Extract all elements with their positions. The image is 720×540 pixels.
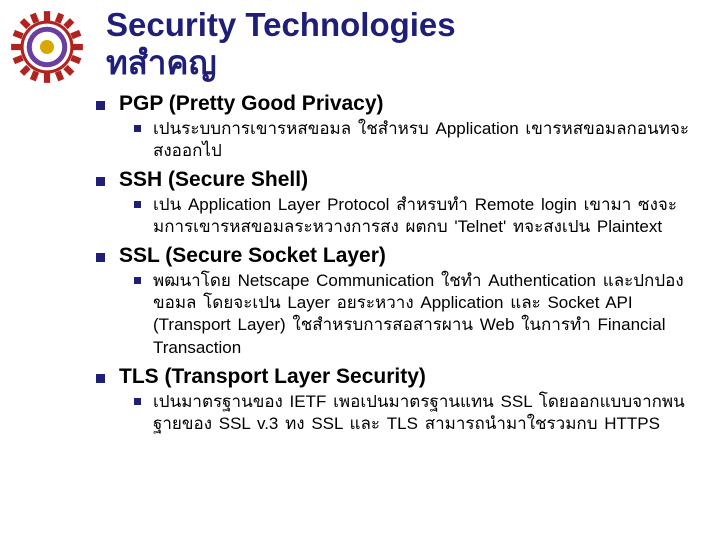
square-bullet-icon: [134, 201, 141, 208]
square-bullet-icon: [96, 101, 105, 110]
slide: Security Technologies ทสำคญ PGP (Pretty …: [0, 0, 720, 540]
item-heading: TLS (Transport Layer Security): [119, 365, 426, 389]
list-item: PGP (Pretty Good Privacy) เปนระบบการเขาร…: [96, 92, 702, 162]
item-heading: SSL (Secure Socket Layer): [119, 244, 386, 268]
list-item: TLS (Transport Layer Security) เปนมาตรฐา…: [96, 365, 702, 435]
item-detail: เปนมาตรฐานของ IETF เพอเปนมาตรฐานแทน SSL …: [153, 391, 693, 435]
item-detail: พฒนาโดย Netscape Communication ใชทำ Auth…: [153, 270, 693, 358]
content-body: PGP (Pretty Good Privacy) เปนระบบการเขาร…: [96, 92, 702, 435]
item-detail: เปนระบบการเขารหสขอมล ใชสำหรบ Application…: [153, 118, 693, 162]
item-detail: เปน Application Layer Protocol สำหรบทำ R…: [153, 194, 693, 238]
item-heading: SSH (Secure Shell): [119, 168, 308, 192]
institution-logo: [8, 8, 86, 86]
title-line-2: ทสำคญ: [106, 44, 702, 82]
title-line-1: Security Technologies: [106, 6, 702, 44]
square-bullet-icon: [96, 177, 105, 186]
square-bullet-icon: [96, 374, 105, 383]
slide-title: Security Technologies ทสำคญ: [106, 6, 702, 82]
item-heading: PGP (Pretty Good Privacy): [119, 92, 384, 116]
list-item: SSH (Secure Shell) เปน Application Layer…: [96, 168, 702, 238]
square-bullet-icon: [134, 125, 141, 132]
list-item: SSL (Secure Socket Layer) พฒนาโดย Netsca…: [96, 244, 702, 358]
square-bullet-icon: [134, 398, 141, 405]
square-bullet-icon: [96, 253, 105, 262]
square-bullet-icon: [134, 277, 141, 284]
